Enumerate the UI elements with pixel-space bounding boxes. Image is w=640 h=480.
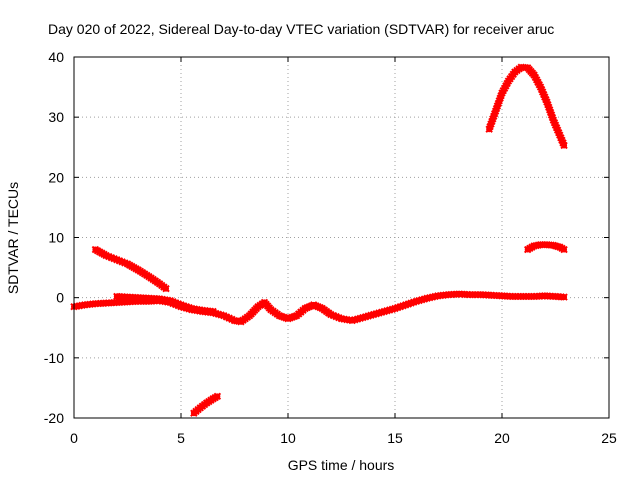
axis-ticks: 0 5 10 15 20 25 -20 -10 0 10 20 30 40 xyxy=(44,49,617,446)
series-late-plateau xyxy=(523,241,568,254)
y-tick-label: 40 xyxy=(48,49,64,65)
x-axis-label: GPS time / hours xyxy=(288,457,395,473)
y-tick-label: 0 xyxy=(56,290,64,306)
series-upper-hump xyxy=(113,292,217,316)
chart-title: Day 020 of 2022, Sidereal Day-to-day VTE… xyxy=(48,21,554,37)
data-point xyxy=(209,307,217,316)
data-layer xyxy=(70,63,568,417)
series-low-fragment xyxy=(190,392,222,417)
y-tick-label: -20 xyxy=(44,410,64,426)
data-point xyxy=(560,141,568,150)
y-tick-label: 30 xyxy=(48,109,64,125)
y-tick-label: -10 xyxy=(44,350,64,366)
y-tick-label: 10 xyxy=(48,230,64,246)
series-late-arc xyxy=(485,63,568,150)
data-point xyxy=(213,392,222,401)
x-tick-label: 5 xyxy=(177,430,185,446)
x-tick-label: 10 xyxy=(280,430,296,446)
data-point xyxy=(521,63,530,72)
x-tick-label: 20 xyxy=(494,430,510,446)
data-point xyxy=(560,245,568,254)
data-point xyxy=(162,284,170,293)
y-tick-label: 20 xyxy=(48,169,64,185)
data-point xyxy=(560,293,568,301)
x-tick-label: 0 xyxy=(70,430,78,446)
y-axis-label: SDTVAR / TECUs xyxy=(5,182,21,294)
grid-lines xyxy=(74,57,609,418)
x-tick-label: 15 xyxy=(387,430,403,446)
series-descending-arc xyxy=(91,245,170,293)
x-tick-label: 25 xyxy=(601,430,617,446)
